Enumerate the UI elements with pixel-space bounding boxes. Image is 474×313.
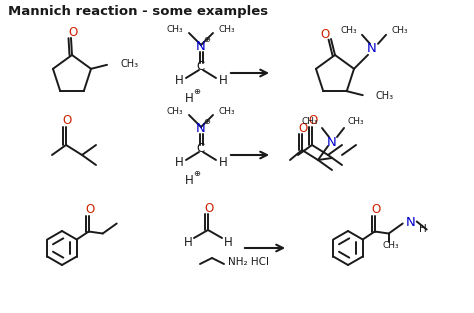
Text: Mannich reaction - some examples: Mannich reaction - some examples [8,5,268,18]
Text: H: H [419,224,427,234]
Text: O: O [298,121,308,135]
Text: CH₃: CH₃ [391,26,408,35]
Text: NH₂ HCl: NH₂ HCl [228,257,269,267]
Text: H: H [174,74,183,88]
Text: H: H [185,91,193,105]
Text: N: N [367,42,377,55]
Text: CH₃: CH₃ [301,117,318,126]
Text: N: N [196,122,206,136]
Text: N: N [327,136,337,148]
Text: CH₃: CH₃ [383,241,399,250]
Text: H: H [219,74,228,88]
Text: O: O [309,115,318,127]
Text: CH₃: CH₃ [376,91,394,101]
Text: ⊕: ⊕ [193,170,201,178]
Text: ⊕: ⊕ [203,117,210,126]
Text: N: N [406,216,416,229]
Text: H: H [183,235,192,249]
Text: ⊕: ⊕ [193,88,201,96]
Text: C: C [197,59,205,73]
Text: H: H [185,173,193,187]
Text: O: O [68,27,78,39]
Text: H: H [219,156,228,170]
Text: CH₃: CH₃ [219,107,236,116]
Text: H: H [174,156,183,170]
Text: CH₃: CH₃ [166,107,183,116]
Text: O: O [63,115,72,127]
Text: CH₃: CH₃ [166,25,183,34]
Text: CH₃: CH₃ [340,26,357,35]
Text: O: O [320,28,329,40]
Text: H: H [224,235,232,249]
Text: CH₃: CH₃ [120,59,138,69]
Text: O: O [85,203,94,216]
Text: C: C [197,141,205,155]
Text: CH₃: CH₃ [219,25,236,34]
Text: ⊕: ⊕ [203,35,210,44]
Text: N: N [196,40,206,54]
Text: CH₃: CH₃ [348,117,365,126]
Text: O: O [204,202,214,214]
Text: O: O [371,203,380,216]
